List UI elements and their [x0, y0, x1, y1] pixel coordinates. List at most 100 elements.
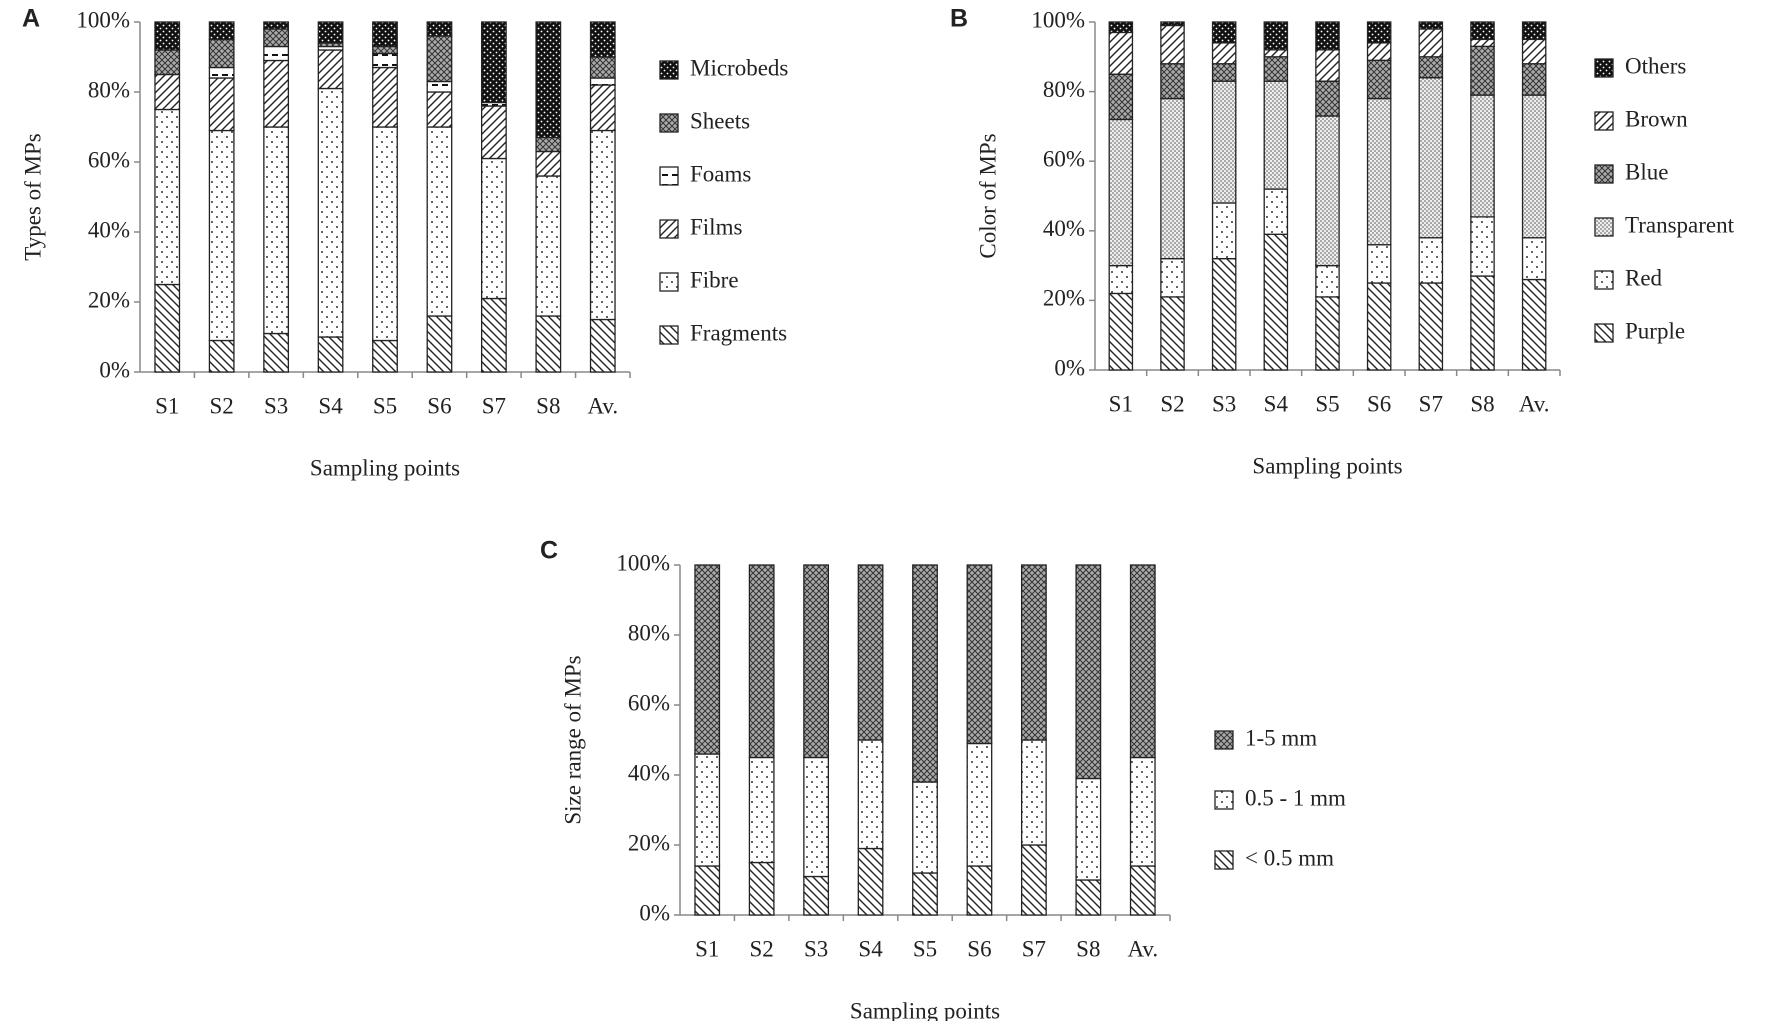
- bar-segment: [1108, 73, 1134, 121]
- bar-segment: [589, 56, 616, 79]
- bar-segment: [263, 332, 290, 373]
- bar-segment: [1160, 24, 1185, 65]
- bar-segment: [1366, 97, 1392, 246]
- bar-segment: [966, 865, 993, 916]
- bar-segment: [154, 21, 181, 51]
- bar-segment: [1108, 31, 1134, 75]
- y-tick-label: 100%: [1031, 7, 1085, 32]
- bar-segment: [589, 318, 616, 373]
- legend-swatch: [659, 325, 679, 345]
- x-tick-label: Av.: [587, 393, 618, 418]
- bar-segment: [1211, 80, 1237, 204]
- legend-swatch: [1594, 111, 1614, 131]
- bar-segment: [480, 105, 507, 160]
- bar-segment: [208, 38, 235, 69]
- bar-segment: [1108, 292, 1134, 371]
- bar-segment: [263, 59, 290, 128]
- y-axis-label: Size range of MPs: [560, 655, 585, 824]
- bar-segment: [1418, 237, 1444, 284]
- bar-segment: [372, 126, 398, 342]
- bar-segment: [208, 339, 235, 373]
- bar-segment: [1418, 56, 1444, 79]
- x-tick-label: S5: [373, 393, 397, 418]
- bar-segment: [372, 339, 398, 373]
- bar-segment: [1129, 756, 1156, 867]
- bar-segment: [1521, 237, 1547, 281]
- bar-segment: [1315, 21, 1340, 51]
- bar-segment: [1129, 865, 1156, 916]
- legend-swatch: [659, 166, 679, 186]
- bar-segment: [480, 21, 507, 104]
- legend-swatch: [1214, 730, 1234, 750]
- bar-segment: [589, 84, 616, 132]
- x-tick-label: S5: [1315, 391, 1339, 416]
- bar-segment: [1160, 257, 1185, 298]
- bar-segment: [748, 564, 775, 759]
- y-tick-label: 40%: [88, 217, 130, 242]
- bar-segment: [1129, 564, 1156, 759]
- bar-segment: [1366, 244, 1392, 284]
- bar-segment: [263, 126, 290, 335]
- bar-segment: [1521, 94, 1547, 239]
- legend-label: 0.5 - 1 mm: [1245, 785, 1346, 810]
- y-tick-label: 20%: [1043, 286, 1085, 311]
- y-tick-label: 20%: [628, 830, 670, 855]
- x-tick-label: S4: [318, 393, 343, 418]
- legend-swatch: [1214, 850, 1234, 870]
- x-tick-label: S8: [1076, 936, 1100, 961]
- x-tick-label: S3: [1212, 391, 1236, 416]
- bar-segment: [1075, 564, 1102, 780]
- x-axis-label: Sampling points: [310, 455, 460, 480]
- bar-segment: [1075, 879, 1102, 916]
- bar-segment: [1521, 278, 1547, 371]
- bar-segment: [535, 175, 562, 317]
- bar-segment: [1521, 38, 1547, 65]
- legend-swatch: [1594, 270, 1614, 290]
- bar-segment: [154, 49, 181, 76]
- bar-segment: [1366, 59, 1392, 100]
- bar-segment: [1470, 45, 1495, 96]
- bar-segment: [263, 45, 290, 62]
- x-tick-label: S1: [695, 936, 719, 961]
- bar-segment: [1211, 21, 1237, 44]
- x-tick-label: Av.: [1519, 391, 1550, 416]
- x-tick-label: S6: [427, 393, 451, 418]
- bar-segment: [857, 564, 884, 741]
- x-tick-label: S2: [210, 393, 234, 418]
- bar-segment: [372, 52, 398, 69]
- legend-swatch: [1594, 217, 1614, 237]
- bar-segment: [912, 872, 938, 916]
- bar-segment: [1315, 49, 1340, 82]
- bar-segment: [1418, 28, 1444, 58]
- bar-segment: [1211, 202, 1237, 260]
- bar-segment: [426, 80, 453, 93]
- bar-segment: [857, 739, 884, 850]
- bar-segment: [1263, 49, 1289, 58]
- bar-segment: [1315, 80, 1340, 117]
- x-axis-label: Sampling points: [850, 998, 1000, 1021]
- panel-label: B: [950, 5, 968, 33]
- bar-segment: [694, 865, 721, 916]
- y-tick-label: 80%: [628, 620, 670, 645]
- bar-segment: [480, 297, 507, 373]
- bar-segment: [426, 126, 453, 317]
- bar-segment: [748, 861, 775, 916]
- bar-segment: [803, 564, 830, 759]
- legend-swatch: [659, 272, 679, 292]
- x-tick-label: S8: [536, 393, 560, 418]
- bar-segment: [1160, 21, 1185, 27]
- x-tick-label: S6: [1367, 391, 1391, 416]
- bar-segment: [1418, 21, 1444, 30]
- bar-segment: [966, 564, 993, 745]
- bar-segment: [589, 129, 616, 321]
- y-tick-label: 80%: [1043, 77, 1085, 102]
- bar-segment: [317, 87, 344, 338]
- bar-segment: [1315, 115, 1340, 267]
- bar-segment: [317, 21, 344, 44]
- bar-segment: [1315, 264, 1340, 298]
- bar-segment: [1470, 21, 1495, 41]
- legend-swatch: [659, 113, 679, 133]
- bar-segment: [535, 150, 562, 177]
- x-tick-label: S3: [264, 393, 288, 418]
- bar-segment: [1020, 739, 1047, 846]
